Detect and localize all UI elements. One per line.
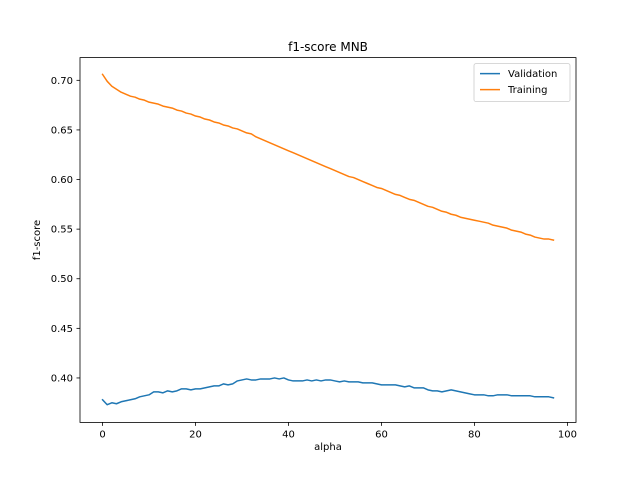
y-tick-label: 0.40 — [51, 373, 73, 384]
y-tick-label: 0.45 — [51, 324, 73, 335]
y-tick-label: 0.60 — [51, 175, 73, 186]
x-tick-label: 20 — [189, 429, 202, 440]
chart-title: f1-score MNB — [288, 40, 368, 54]
x-tick-label: 80 — [468, 429, 481, 440]
legend-label-training: Training — [507, 85, 547, 96]
y-axis-label: f1-score — [32, 220, 43, 260]
plot-area — [79, 57, 577, 423]
x-tick-label: 60 — [375, 429, 388, 440]
x-axis: 0 20 40 60 80 100 — [99, 422, 577, 440]
y-tick-label: 0.70 — [51, 76, 73, 87]
legend-label-validation: Validation — [508, 69, 557, 80]
series-line-training — [101, 73, 555, 241]
x-tick-label: 40 — [282, 429, 295, 440]
y-axis: 0.40 0.45 0.50 0.55 0.60 0.65 0.70 — [51, 76, 80, 384]
y-tick-label: 0.55 — [51, 225, 73, 236]
y-tick-label: 0.65 — [51, 125, 73, 136]
x-tick-label: 100 — [558, 429, 577, 440]
x-axis-label: alpha — [314, 442, 342, 453]
legend: Validation Training — [473, 63, 571, 102]
y-tick-label: 0.50 — [51, 274, 73, 285]
plot-frame — [79, 57, 577, 423]
series-layer — [101, 73, 555, 406]
series-line-validation — [101, 377, 555, 406]
x-tick-label: 0 — [99, 429, 105, 440]
